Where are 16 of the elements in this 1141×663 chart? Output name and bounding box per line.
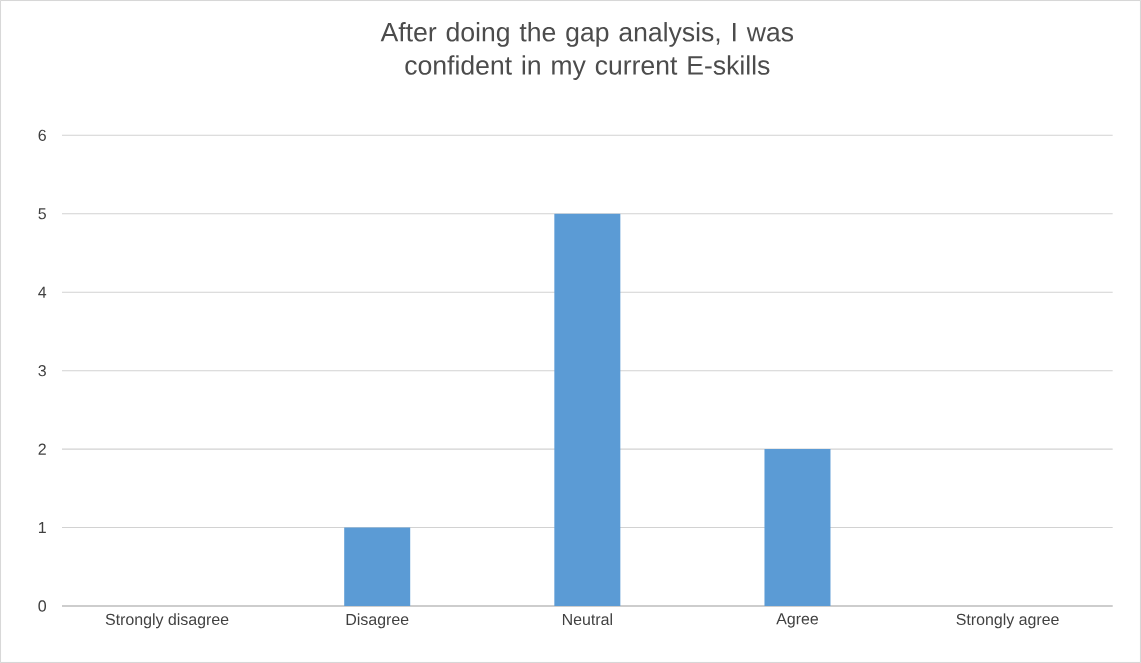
y-tick-label: 0: [38, 600, 47, 612]
bar: [764, 449, 831, 606]
bar: [344, 527, 411, 606]
y-tick-label: 1: [38, 522, 46, 534]
x-tick-label: Strongly agree: [956, 613, 1059, 629]
chart-title: After doing the gap analysis, I was confident in my current E-skills: [380, 22, 794, 81]
y-tick-label: 6: [38, 129, 46, 141]
x-tick-label: Agree: [776, 613, 819, 628]
x-tick-label: Neutral: [562, 613, 612, 626]
bar: [554, 213, 621, 606]
x-tick-label: Strongly disagree: [105, 613, 229, 629]
y-tick-label: 2: [38, 443, 46, 455]
y-tick-label: 3: [38, 365, 46, 377]
y-tick-label: 4: [38, 286, 47, 298]
x-tick-label: Disagree: [346, 613, 409, 629]
y-tick-label: 5: [38, 208, 46, 220]
